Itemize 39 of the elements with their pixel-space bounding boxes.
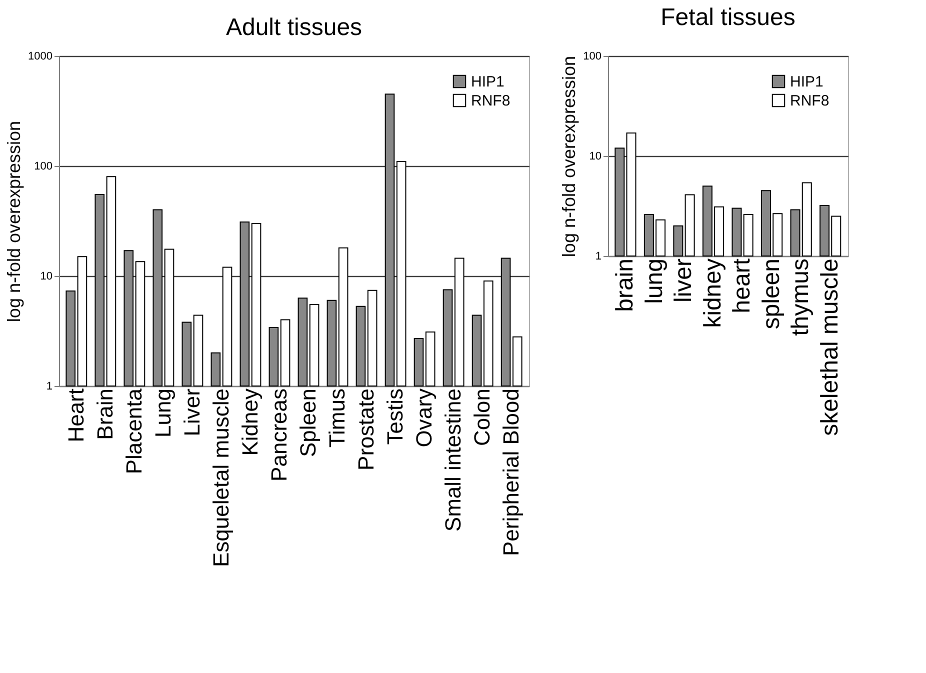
x-tick-label: Small intestine xyxy=(440,388,466,532)
x-tick-label: Brain xyxy=(92,388,118,440)
y-tick-label: 100 xyxy=(583,50,602,62)
x-tick-label: skelethal muscle xyxy=(816,258,844,436)
x-tick-label: Testis xyxy=(382,388,408,445)
legend-label: HIP1 xyxy=(790,74,824,90)
y-tick-label: 10 xyxy=(589,150,602,162)
x-tick-label: Lung xyxy=(150,388,176,438)
y-tick-label: 1 xyxy=(46,380,52,392)
x-tick-label: thymus xyxy=(787,258,814,336)
x-tick-label: kidney xyxy=(699,258,726,328)
x-tick-label: Heart xyxy=(63,388,88,442)
x-tick-label: Ovary xyxy=(412,388,437,448)
y-tick-label: 1 xyxy=(595,250,602,262)
chart-title: Fetal tissues xyxy=(660,4,796,31)
x-tick-label: Pancreas xyxy=(266,388,292,482)
y-tick-label: 10 xyxy=(40,270,52,282)
legend-label: HIP1 xyxy=(471,74,504,90)
y-tick-label: 100 xyxy=(34,160,52,172)
x-tick-label: Liver xyxy=(179,388,204,436)
legend-label: RNF8 xyxy=(790,92,830,110)
x-tick-label: liver xyxy=(670,258,698,303)
x-tick-label: Placenta xyxy=(121,388,146,474)
y-tick-label: 1000 xyxy=(28,50,52,62)
x-tick-label: Prostate xyxy=(354,388,379,470)
x-tick-label: heart xyxy=(728,258,756,314)
x-tick-label: lung xyxy=(640,258,668,304)
x-tick-label: spleen xyxy=(758,258,785,330)
x-tick-label: Peripherial Blood xyxy=(498,388,524,556)
x-tick-label: Timus xyxy=(324,388,350,448)
y-axis-title: log n-fold overexpression xyxy=(559,56,580,258)
x-tick-label: Colon xyxy=(470,388,495,446)
x-tick-label: Esqueletal muscle xyxy=(208,388,234,568)
x-tick-label: Kidney xyxy=(237,388,262,456)
y-axis-title: log n-fold overexpression xyxy=(4,120,24,322)
legend-label: RNF8 xyxy=(471,92,510,110)
x-tick-label: Spleen xyxy=(296,388,321,458)
x-tick-label: brain xyxy=(612,258,639,312)
chart-title: Adult tissues xyxy=(226,14,362,41)
